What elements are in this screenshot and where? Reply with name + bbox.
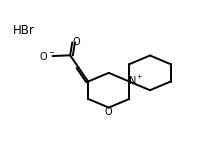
Text: O: O <box>72 37 79 47</box>
Text: HBr: HBr <box>13 24 35 37</box>
Text: O: O <box>104 107 112 117</box>
Text: N$^+$: N$^+$ <box>128 74 143 87</box>
Text: O$^-$: O$^-$ <box>39 50 55 62</box>
